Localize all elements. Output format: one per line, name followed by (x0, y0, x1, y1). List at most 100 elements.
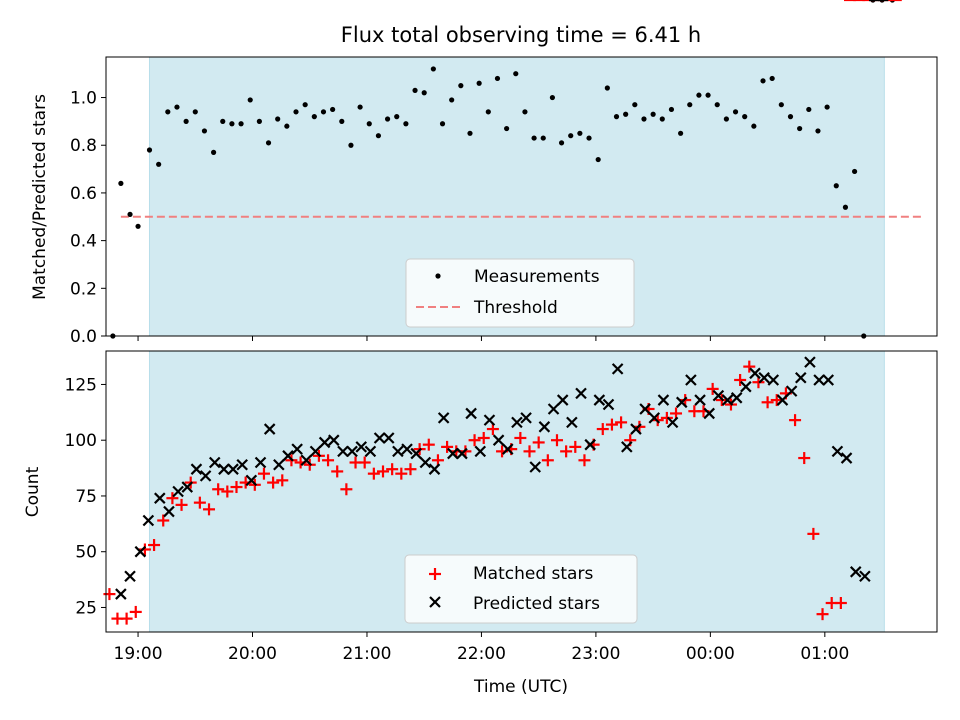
predicted-star-point (456, 447, 468, 460)
matched-star-point (615, 416, 628, 429)
measurement-point (366, 121, 372, 127)
predicted-star-point (208, 456, 221, 469)
legend-measurements-label: Measurements (474, 267, 600, 287)
measurement-point (403, 121, 409, 127)
matched-star-point (560, 445, 573, 458)
matched-star-point (569, 440, 582, 453)
y-tick-label: 1.0 (70, 89, 97, 109)
predicted-star-point (273, 458, 285, 471)
matched-star-point (605, 418, 618, 431)
legend-predicted-label: Predicted stars (473, 594, 600, 614)
measurement-point (613, 114, 620, 120)
matched-star-point (138, 543, 151, 556)
measurement-point (769, 75, 775, 82)
measurement-point (641, 116, 647, 122)
predicted-star-point (776, 394, 789, 406)
measurement-point (458, 83, 464, 89)
measurement-point (714, 102, 720, 108)
matched-star-point (798, 452, 811, 465)
measurement-point (751, 123, 757, 129)
measurement-point (265, 140, 272, 146)
chart-title: Flux total observing time = 6.41 h (341, 23, 701, 47)
matched-star-point (523, 445, 536, 458)
matched-star-point (367, 467, 380, 480)
matched-star-point (193, 496, 206, 509)
predicted-star-point (657, 394, 670, 406)
predicted-star-point (483, 414, 496, 426)
predicted-star-point (142, 514, 155, 527)
measurement-point (678, 130, 684, 136)
predicted-star-point (547, 403, 560, 415)
matched-star-point (770, 394, 783, 407)
measurement-point (220, 118, 226, 124)
matched-star-point (386, 463, 399, 476)
matched-star-point (358, 456, 371, 469)
top-legend-box (405, 258, 635, 328)
matched-star-point (148, 539, 161, 552)
matched-star-point (550, 434, 563, 447)
predicted-star-point (501, 443, 514, 455)
predicted-star-point (254, 456, 267, 469)
legend-threshold-label: Threshold (473, 298, 558, 318)
measurement-point (256, 118, 262, 124)
bottom-panel: 25 50 75 100 125 19:00 20:00 21:00 22:00 23:00 00… (23, 0, 938, 697)
measurement-point (229, 121, 235, 127)
matched-star-point (468, 434, 481, 447)
predicted-star-point (813, 374, 825, 386)
predicted-star-point (181, 481, 194, 493)
matched-star-point (129, 605, 142, 618)
matched-star-point (340, 483, 353, 496)
measurement-point (384, 116, 391, 122)
measurement-point (513, 71, 519, 77)
x-tick-label: 21:00 (342, 644, 391, 664)
measurement-point (586, 135, 592, 141)
measurement-point (201, 128, 208, 134)
predicted-star-point (584, 438, 596, 451)
predicted-star-point (263, 423, 276, 435)
predicted-star-point (849, 566, 862, 578)
measurement-point (210, 149, 217, 155)
predicted-star-point (630, 423, 642, 435)
matched-star-point (377, 465, 389, 478)
matched-star-point (514, 431, 527, 444)
measurement-point (146, 147, 153, 153)
matched-star-point (322, 454, 335, 467)
measurements-points (110, 0, 895, 339)
measurement-point (558, 140, 565, 146)
predicted-star-point (556, 394, 569, 406)
bottom-legend-box (404, 554, 638, 624)
predicted-star-point (730, 392, 743, 404)
matched-star-point (761, 396, 774, 409)
y-tick-label: 25 (75, 598, 97, 618)
predicted-star-point (355, 441, 368, 453)
measurement-point (632, 102, 638, 108)
measurement-point (412, 87, 418, 93)
matched-star-point (120, 612, 133, 625)
predicted-star-point (721, 394, 734, 406)
predicted-star-point (740, 380, 752, 393)
predicted-star-point (767, 374, 780, 386)
measurement-point (476, 80, 482, 86)
matched-star-point (834, 597, 847, 610)
measurement-point (192, 109, 198, 115)
measurement-point (842, 204, 849, 210)
predicted-star-point (172, 485, 184, 498)
measurement-point (577, 130, 583, 136)
predicted-stars-points (115, 0, 889, 600)
predicted-star-point (804, 356, 816, 368)
measurement-point (778, 102, 784, 108)
predicted-star-point (648, 412, 661, 424)
measurement-point (687, 102, 693, 108)
predicted-star-point (840, 452, 853, 464)
predicted-star-point (218, 463, 230, 475)
measurement-point (659, 116, 665, 122)
bottom-x-ticks: 19:00 20:00 21:00 22:00 23:00 00:00 01:00 (114, 632, 849, 664)
matched-star-point (706, 382, 719, 395)
matched-star-point (660, 411, 673, 424)
top-legend: Measurements Threshold (405, 258, 635, 328)
measurement-point (723, 116, 729, 122)
x-tick-label: 23:00 (571, 644, 620, 664)
matched-star-point (203, 503, 216, 516)
matched-star-point (103, 588, 116, 601)
predicted-star-point (428, 463, 441, 475)
